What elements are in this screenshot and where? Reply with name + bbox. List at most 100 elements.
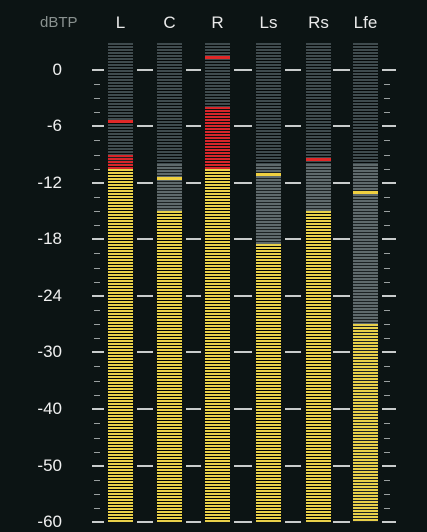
major-tick xyxy=(92,238,104,240)
major-tick xyxy=(186,351,201,353)
major-tick xyxy=(234,351,252,353)
minor-tick xyxy=(94,394,100,396)
channel-label-l: L xyxy=(115,13,126,32)
major-tick xyxy=(285,408,301,410)
scale-label: -18 xyxy=(37,229,62,248)
major-tick xyxy=(186,295,201,297)
channel-label-lfe: Lfe xyxy=(353,13,378,32)
minor-tick xyxy=(94,140,100,142)
unit-label: dBTP xyxy=(40,14,78,31)
major-tick xyxy=(333,521,350,523)
major-tick xyxy=(333,295,350,297)
minor-tick xyxy=(384,140,390,142)
minor-tick xyxy=(94,366,100,368)
minor-tick xyxy=(94,211,100,212)
minor-tick xyxy=(384,494,390,495)
hold-region xyxy=(256,164,281,244)
minor-tick xyxy=(94,253,100,255)
hold-region xyxy=(353,164,378,324)
minor-tick xyxy=(94,98,100,99)
scale-label: 0 xyxy=(52,60,62,79)
major-tick xyxy=(92,69,104,71)
major-tick xyxy=(137,69,153,71)
minor-tick xyxy=(94,310,100,311)
major-tick xyxy=(333,238,350,240)
major-tick xyxy=(285,465,301,467)
major-tick xyxy=(186,238,201,240)
major-tick xyxy=(285,238,301,240)
over-region xyxy=(205,107,230,169)
major-tick xyxy=(234,125,252,127)
meter-bar-c xyxy=(157,43,182,522)
meter-bar-l xyxy=(108,43,133,522)
hold-region xyxy=(306,164,331,211)
major-tick xyxy=(285,182,301,184)
level-fill xyxy=(108,168,133,522)
major-tick xyxy=(285,125,301,127)
major-tick xyxy=(92,465,104,467)
minor-tick xyxy=(384,338,390,339)
major-tick xyxy=(234,69,252,71)
major-tick xyxy=(137,521,153,523)
minor-tick xyxy=(94,281,100,283)
major-tick xyxy=(92,351,104,353)
minor-tick xyxy=(94,437,100,439)
minor-tick xyxy=(94,84,100,85)
peak-marker xyxy=(205,55,230,59)
major-tick xyxy=(382,408,396,410)
scale-label: -12 xyxy=(37,173,62,192)
minor-tick xyxy=(94,508,100,509)
scale-label: -40 xyxy=(37,399,62,418)
major-tick xyxy=(234,238,252,240)
minor-tick xyxy=(384,423,390,425)
level-fill xyxy=(306,211,331,522)
minor-tick xyxy=(94,168,100,170)
minor-tick xyxy=(384,508,390,509)
meter-bar-r xyxy=(205,43,230,522)
major-tick xyxy=(333,125,350,127)
major-tick xyxy=(186,182,201,184)
scale-label: -30 xyxy=(37,342,62,361)
minor-tick xyxy=(384,98,390,99)
minor-tick xyxy=(94,423,100,425)
major-tick xyxy=(382,465,396,467)
minor-tick xyxy=(94,380,100,382)
major-tick xyxy=(285,69,301,71)
major-tick xyxy=(285,521,301,523)
major-tick xyxy=(137,125,153,127)
major-tick xyxy=(186,69,201,71)
minor-tick xyxy=(384,112,390,113)
channel-label-r: R xyxy=(211,13,224,32)
level-fill xyxy=(256,243,281,522)
major-tick xyxy=(234,295,252,297)
major-tick xyxy=(382,295,396,297)
major-tick xyxy=(137,295,153,297)
minor-tick xyxy=(94,451,100,453)
major-tick xyxy=(382,521,396,523)
minor-tick xyxy=(384,267,390,269)
level-fill xyxy=(205,168,230,522)
meter-bar-lfe xyxy=(353,43,378,522)
minor-tick xyxy=(94,225,100,226)
peak-marker xyxy=(108,120,133,124)
minor-tick xyxy=(384,366,390,368)
minor-tick xyxy=(384,480,390,481)
level-fill xyxy=(353,324,378,522)
minor-tick xyxy=(384,168,390,170)
channel-label-ls: Ls xyxy=(259,13,278,32)
major-tick xyxy=(382,238,396,240)
major-tick xyxy=(137,182,153,184)
peak-marker xyxy=(353,191,378,195)
major-tick xyxy=(234,465,252,467)
major-tick xyxy=(382,351,396,353)
minor-tick xyxy=(384,451,390,453)
major-tick xyxy=(137,465,153,467)
scale-label: -6 xyxy=(46,116,62,135)
minor-tick xyxy=(94,494,100,495)
major-tick xyxy=(382,69,396,71)
major-tick xyxy=(92,521,104,523)
major-tick xyxy=(92,408,104,410)
major-tick xyxy=(186,408,201,410)
major-tick xyxy=(92,295,104,297)
major-tick xyxy=(382,182,396,184)
